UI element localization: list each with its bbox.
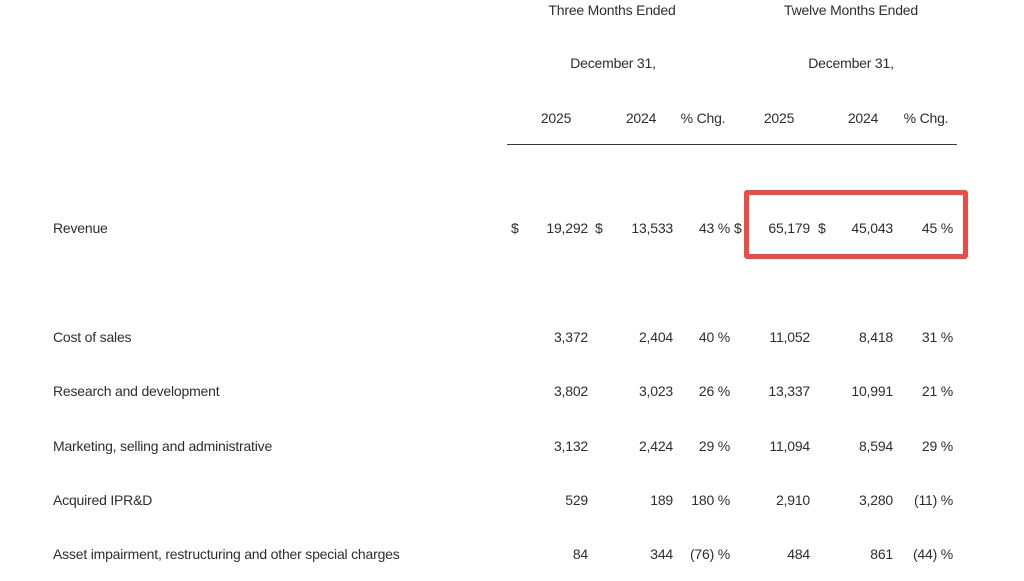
column-group-subtitle-twelve-months: December 31, [808, 55, 894, 71]
table-row-asset-impairment: Asset impairment, restructuring and othe… [0, 545, 1024, 563]
column-header-three-months-2024: 2024 [625, 110, 657, 126]
cell-twelve-months-pct-chg: 31 % [921, 329, 953, 345]
column-header-twelve-months-2025: 2025 [763, 110, 795, 126]
cell-twelve-months-pct-chg: (44) % [912, 546, 953, 562]
row-label: Asset impairment, restructuring and othe… [53, 546, 400, 562]
row-label: Revenue [53, 220, 108, 236]
cell-three-months-pct-chg: (76) % [689, 546, 730, 562]
column-group-subtitle-three-months: December 31, [570, 55, 656, 71]
cell-three-months-2025: 3,802 [553, 383, 588, 399]
cell-three-months-pct-chg: 43 % [698, 220, 730, 236]
column-group-title-three-months: Three Months Ended [548, 2, 676, 18]
cell-three-months-2024: 2,404 [638, 329, 673, 345]
cell-three-months-pct-chg: 40 % [698, 329, 730, 345]
cell-twelve-months-2024: 45,043 [851, 220, 893, 236]
cell-three-months-2025: 529 [565, 492, 588, 508]
column-header-twelve-months-pct-chg: % Chg. [903, 110, 949, 126]
cell-twelve-months-2024: 8,418 [858, 329, 893, 345]
cell-twelve-months-2024: 861 [870, 546, 893, 562]
cell-three-months-2024: 13,533 [631, 220, 673, 236]
cell-twelve-months-2025: 11,052 [769, 329, 810, 345]
cell-twelve-months-2025: 2,910 [775, 492, 810, 508]
column-header-twelve-months-2024: 2024 [847, 110, 879, 126]
table-row-revenue: Revenue $ 19,292 $ 13,533 43 % $ 65,179 … [0, 219, 1024, 237]
table-row-cost-of-sales: Cost of sales 3,372 2,404 40 % 11,052 8,… [0, 328, 1024, 346]
cell-three-months-2024: 2,424 [638, 438, 673, 454]
header-underline-rule [507, 144, 957, 145]
currency-symbol: $ [734, 220, 742, 236]
cell-twelve-months-pct-chg: 21 % [921, 383, 953, 399]
cell-three-months-2025: 3,132 [553, 438, 588, 454]
row-label: Marketing, selling and administrative [53, 438, 273, 454]
row-label: Acquired IPR&D [53, 492, 153, 508]
cell-twelve-months-2025: 65,179 [768, 220, 810, 236]
cell-three-months-2025: 84 [572, 546, 588, 562]
currency-symbol: $ [511, 220, 519, 236]
cell-three-months-2025: 19,292 [546, 220, 588, 236]
row-label: Cost of sales [53, 329, 132, 345]
column-header-three-months-pct-chg: % Chg. [680, 110, 726, 126]
cell-three-months-2024: 189 [650, 492, 673, 508]
cell-twelve-months-pct-chg: 29 % [921, 438, 953, 454]
cell-three-months-pct-chg: 29 % [698, 438, 730, 454]
cell-twelve-months-2025: 11,094 [769, 438, 810, 454]
cell-three-months-2024: 344 [650, 546, 673, 562]
currency-symbol: $ [818, 220, 826, 236]
table-row-acquired-iprd: Acquired IPR&D 529 189 180 % 2,910 3,280… [0, 491, 1024, 509]
cell-twelve-months-2025: 484 [787, 546, 810, 562]
cell-three-months-2025: 3,372 [553, 329, 588, 345]
column-header-three-months-2025: 2025 [540, 110, 572, 126]
cell-three-months-2024: 3,023 [638, 383, 673, 399]
column-group-title-twelve-months: Twelve Months Ended [784, 2, 918, 18]
cell-three-months-pct-chg: 180 % [691, 492, 730, 508]
cell-twelve-months-2024: 8,594 [858, 438, 893, 454]
cell-twelve-months-2024: 3,280 [858, 492, 893, 508]
cell-twelve-months-2025: 13,337 [768, 383, 810, 399]
cell-twelve-months-pct-chg: 45 % [921, 220, 953, 236]
cell-twelve-months-2024: 10,991 [851, 383, 893, 399]
cell-twelve-months-pct-chg: (11) % [914, 492, 953, 508]
row-label: Research and development [53, 383, 220, 399]
table-row-research-and-development: Research and development 3,802 3,023 26 … [0, 382, 1024, 400]
currency-symbol: $ [595, 220, 603, 236]
table-row-marketing-selling-administrative: Marketing, selling and administrative 3,… [0, 437, 1024, 455]
cell-three-months-pct-chg: 26 % [698, 383, 730, 399]
